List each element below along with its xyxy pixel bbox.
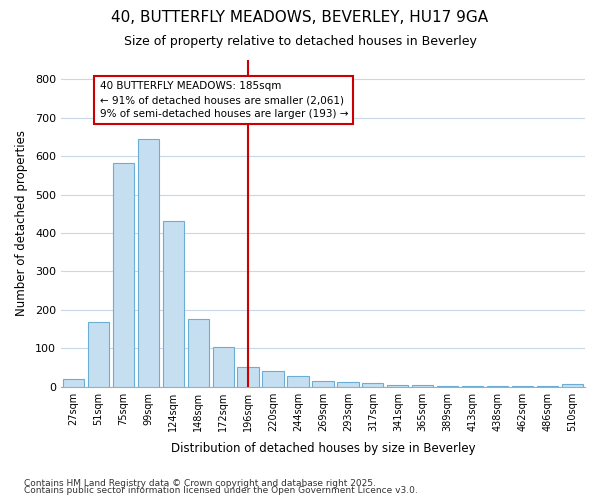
Bar xyxy=(262,372,284,386)
Y-axis label: Number of detached properties: Number of detached properties xyxy=(15,130,28,316)
Bar xyxy=(63,379,84,386)
Bar xyxy=(313,380,334,386)
Bar xyxy=(387,384,409,386)
Text: Contains HM Land Registry data © Crown copyright and database right 2025.: Contains HM Land Registry data © Crown c… xyxy=(24,478,376,488)
Bar xyxy=(137,139,159,386)
Text: 40, BUTTERFLY MEADOWS, BEVERLEY, HU17 9GA: 40, BUTTERFLY MEADOWS, BEVERLEY, HU17 9G… xyxy=(112,10,488,25)
Bar xyxy=(212,347,234,387)
Bar xyxy=(163,222,184,386)
Bar xyxy=(238,366,259,386)
Text: Contains public sector information licensed under the Open Government Licence v3: Contains public sector information licen… xyxy=(24,486,418,495)
Bar xyxy=(88,322,109,386)
Text: 40 BUTTERFLY MEADOWS: 185sqm
← 91% of detached houses are smaller (2,061)
9% of : 40 BUTTERFLY MEADOWS: 185sqm ← 91% of de… xyxy=(100,81,348,119)
Bar xyxy=(337,382,359,386)
Bar xyxy=(562,384,583,386)
Bar xyxy=(362,383,383,386)
X-axis label: Distribution of detached houses by size in Beverley: Distribution of detached houses by size … xyxy=(170,442,475,455)
Text: Size of property relative to detached houses in Beverley: Size of property relative to detached ho… xyxy=(124,35,476,48)
Bar xyxy=(188,320,209,386)
Bar xyxy=(287,376,308,386)
Bar xyxy=(113,162,134,386)
